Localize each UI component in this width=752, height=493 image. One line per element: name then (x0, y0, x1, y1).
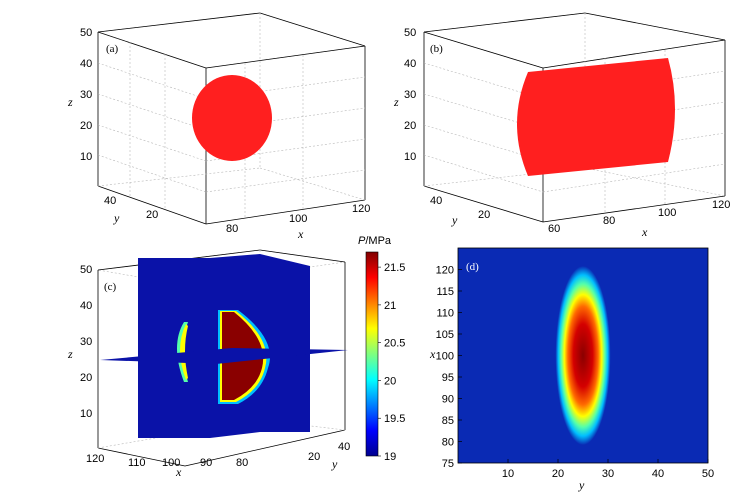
panel-d-xtick: 30 (602, 468, 614, 480)
panel-c-zlabel: z (67, 347, 73, 361)
panel-c-ytick: 20 (308, 451, 320, 463)
panel-b-cylinder (517, 58, 675, 176)
svg-text:P/MPa: P/MPa (358, 235, 392, 247)
panel-d: 10 20 30 40 50 75 80 85 90 95 100 105 110 115 120 y x… (429, 247, 714, 492)
panel-c-ztick: 30 (80, 336, 92, 348)
panel-b-ytick: 20 (478, 209, 490, 221)
panel-b: 50 40 30 20 10 z 40 20 y 60 80 100 120 x… (393, 12, 730, 239)
colorbar-tick-label: 19 (384, 451, 396, 463)
panel-a-ztick: 10 (80, 151, 92, 163)
colorbar-tick-label: 20 (384, 375, 396, 387)
panel-a-ztick: 20 (80, 120, 92, 132)
panel-c-xtick: 100 (162, 457, 180, 469)
panel-a-zlabel: z (67, 95, 73, 109)
panel-c-xtick: 80 (236, 457, 248, 469)
panel-b-ylabel: y (451, 213, 458, 227)
panel-b-ztick: 30 (404, 89, 416, 101)
panel-a-xlabel: x (297, 227, 304, 241)
panel-d-ytick: 75 (442, 458, 454, 470)
panel-d-ytick: 105 (436, 329, 454, 341)
panel-a-ytick: 20 (146, 209, 158, 221)
panel-a-xtick: 80 (226, 223, 238, 235)
panel-d-ytick: 95 (442, 372, 454, 384)
panel-a: 50 40 30 20 10 z 40 20 y 80 100 120 x (a… (67, 12, 370, 241)
panel-b-ztick: 40 (404, 58, 416, 70)
panel-b-ztick: 50 (404, 27, 416, 39)
panel-d-ylabel: x (429, 347, 436, 361)
colorbar (365, 251, 379, 457)
colorbar-unit: /MPa (365, 235, 392, 247)
panel-c: 50 40 30 20 10 z 120 110 100 90 80 x 20 … (67, 235, 405, 479)
panel-d-ytick: 115 (436, 286, 454, 298)
panel-a-xtick: 100 (289, 213, 307, 225)
panel-d-ytick: 80 (442, 437, 454, 449)
panel-d-ytick: 85 (442, 415, 454, 427)
panel-c-xtick: 120 (86, 453, 104, 465)
panel-d-xtick: 50 (702, 468, 714, 480)
panel-c-ztick: 40 (80, 300, 92, 312)
panel-c-ztick: 10 (80, 408, 92, 420)
panel-c-ylabel: y (331, 457, 338, 471)
panel-d-xlabel: y (578, 478, 585, 492)
colorbar-tick-label: 21.5 (384, 262, 405, 274)
panel-d-ytick: 120 (436, 265, 454, 277)
panel-d-label: (d) (466, 261, 479, 273)
panel-c-xlabel: x (175, 465, 182, 479)
panel-b-xlabel: x (641, 225, 648, 239)
panel-d-ytick: 110 (436, 308, 454, 320)
panel-a-ztick: 40 (80, 58, 92, 70)
panel-b-ztick: 20 (404, 120, 416, 132)
panel-c-slice-y (260, 254, 310, 432)
panel-c-ztick: 20 (80, 372, 92, 384)
panel-b-label: (b) (430, 43, 443, 55)
panel-a-ylabel: y (113, 211, 120, 225)
panel-c-slice-x-left (138, 258, 210, 438)
panel-a-xtick: 120 (352, 203, 370, 215)
panel-c-ytick: 40 (338, 441, 350, 453)
panel-d-xtick: 10 (502, 468, 514, 480)
colorbar-tick-label: 20.5 (384, 338, 405, 350)
panel-d-pressure-ellipse (555, 266, 611, 445)
panel-b-xtick: 100 (658, 207, 676, 219)
panel-c-label: (c) (104, 281, 117, 293)
panel-c-ztick: 50 (80, 264, 92, 276)
panel-b-zlabel: z (393, 95, 399, 109)
panel-b-xtick: 60 (548, 223, 560, 235)
panel-c-slice-z (100, 348, 348, 364)
panel-d-xtick: 40 (652, 468, 664, 480)
panel-a-label: (a) (106, 43, 119, 55)
colorbar-tick-label: 21 (384, 300, 396, 312)
panel-b-xtick: 120 (712, 199, 730, 211)
panel-a-ytick: 40 (104, 195, 116, 207)
panel-b-xtick: 80 (603, 215, 615, 227)
panel-d-ytick: 100 (436, 351, 454, 363)
panel-b-ytick: 40 (430, 195, 442, 207)
panel-d-xtick: 20 (552, 468, 564, 480)
panel-a-sphere (192, 75, 272, 161)
panel-c-xtick: 110 (128, 457, 146, 469)
panel-d-ytick: 90 (442, 394, 454, 406)
panel-a-ztick: 50 (80, 27, 92, 39)
panel-a-ztick: 30 (80, 89, 92, 101)
colorbar-variable: P (358, 235, 366, 247)
colorbar-tick-label: 19.5 (384, 413, 405, 425)
panel-c-xtick: 90 (200, 457, 212, 469)
panel-b-ztick: 10 (404, 151, 416, 163)
